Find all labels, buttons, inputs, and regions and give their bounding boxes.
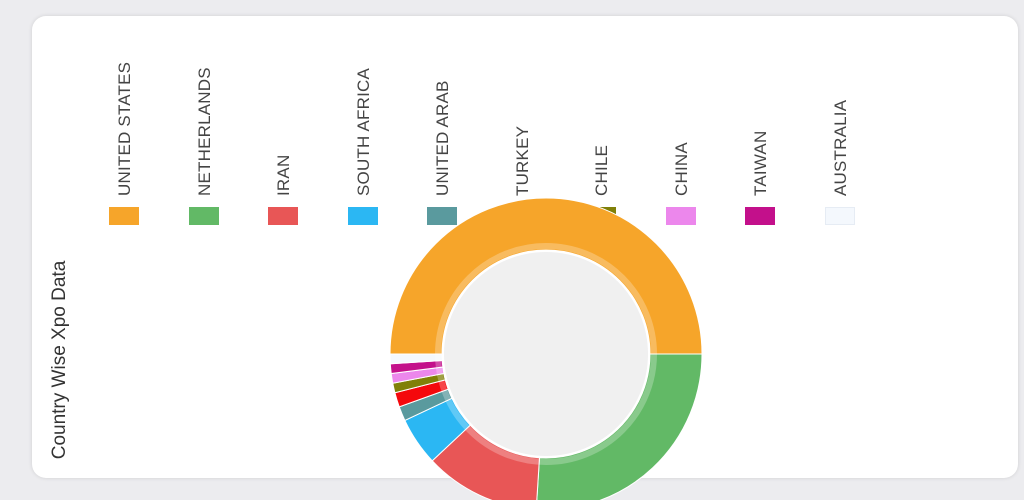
legend-swatch [109,207,139,225]
donut-slice-netherlands[interactable] [536,353,703,500]
legend-swatch [427,207,457,225]
legend-swatch [347,207,378,225]
donut-inner-ring [435,243,657,465]
legend-swatch [824,207,855,225]
donut-center [444,252,648,456]
donut-slice-united-states[interactable] [389,197,703,355]
legend-swatch [188,207,219,225]
legend-swatch [745,207,775,225]
legend-swatch [665,207,696,225]
donut-slice-australia[interactable] [389,353,443,365]
legend-swatch [268,207,298,225]
